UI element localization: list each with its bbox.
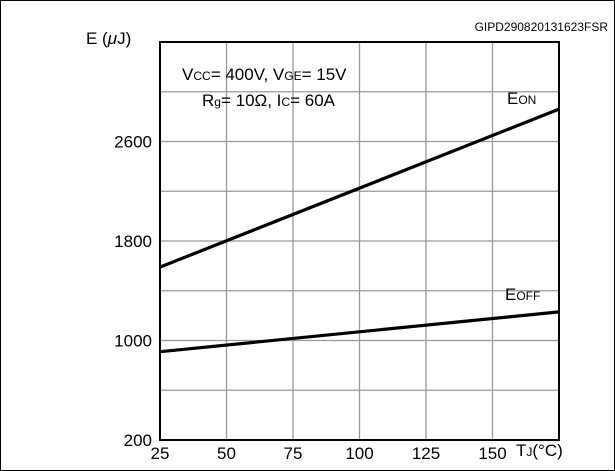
series-layer — [159, 107, 560, 354]
x-tick-label: 25 — [151, 444, 170, 463]
x-axis-label: TJ(°C) — [516, 441, 563, 460]
plot-frame — [159, 41, 560, 441]
tick-labels: 25 50 75 100 125 150 200 1000 1800 2600 — [114, 133, 507, 464]
y-tick-label: 2600 — [114, 133, 152, 152]
series-label-eon: EON — [507, 89, 536, 108]
x-tick-label: 75 — [284, 444, 303, 463]
x-tick-label: 150 — [478, 444, 506, 463]
y-tick-label: 1000 — [114, 332, 152, 351]
reference-id: GIPD290820131623FSR — [475, 20, 609, 34]
test-conditions-line-2: Rg= 10Ω, IC= 60A — [202, 91, 336, 110]
y-tick-label: 200 — [124, 431, 152, 450]
x-tick-label: 125 — [412, 444, 440, 463]
series-label-eoff: EOFF — [505, 285, 540, 304]
y-tick-label: 1800 — [114, 232, 152, 251]
x-tick-label: 100 — [345, 444, 373, 463]
test-conditions-line-1: VCC= 400V, VGE= 15V — [182, 65, 347, 84]
x-tick-label: 50 — [217, 444, 236, 463]
series-line-0 — [159, 107, 560, 269]
series-line-1 — [159, 310, 560, 354]
y-axis-label: E (μJ) — [86, 29, 131, 48]
